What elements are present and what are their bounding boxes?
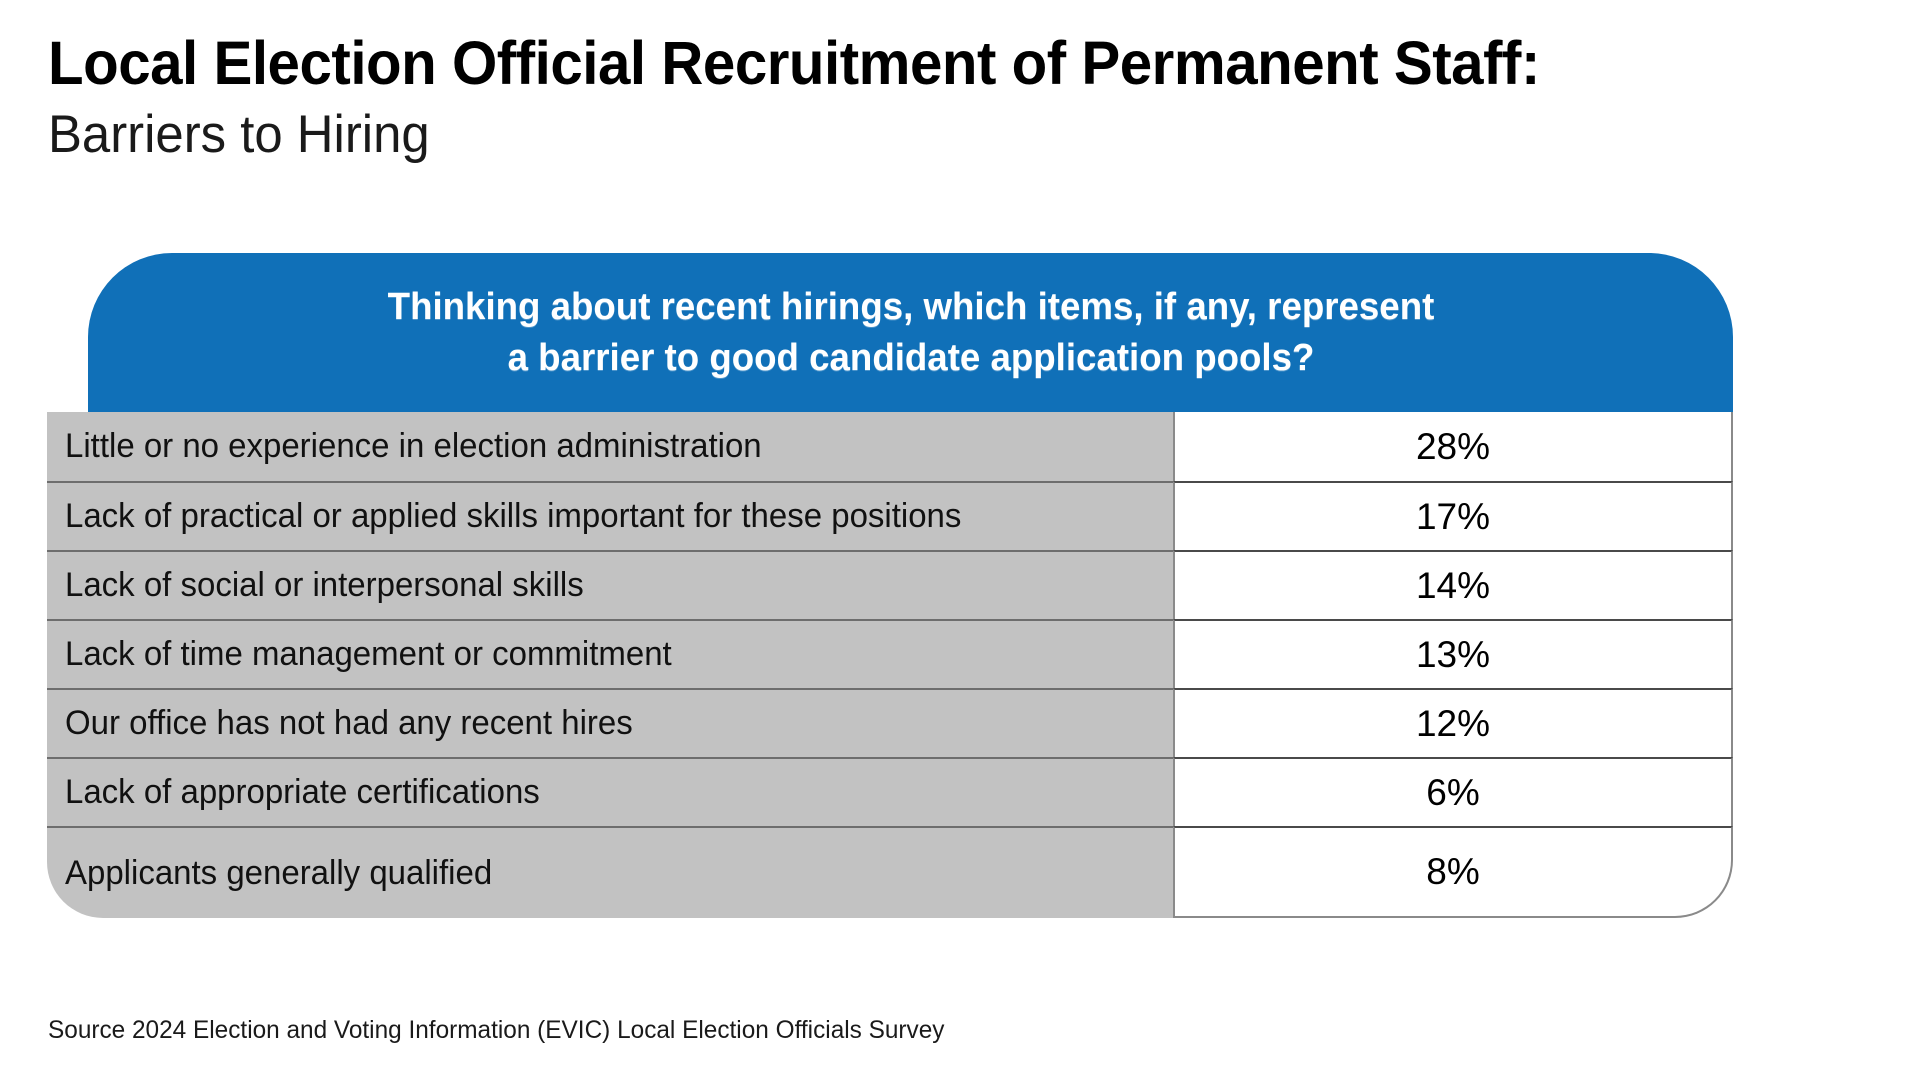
row-value-text: 14% bbox=[1415, 564, 1491, 606]
question-text: Thinking about recent hirings, which ite… bbox=[283, 282, 1538, 383]
row-value-text: 17% bbox=[1415, 495, 1491, 537]
row-label-cell: Applicants generally qualified bbox=[47, 826, 1173, 918]
row-label-cell: Our office has not had any recent hires bbox=[47, 688, 1173, 757]
page-subtitle: Barriers to Hiring bbox=[48, 104, 430, 164]
table-row: Lack of practical or applied skills impo… bbox=[47, 481, 1733, 550]
table-row: Lack of time management or commitment 13% bbox=[47, 619, 1733, 688]
row-value-cell: 8% bbox=[1173, 826, 1733, 918]
barriers-table: Thinking about recent hirings, which ite… bbox=[47, 253, 1733, 918]
question-banner: Thinking about recent hirings, which ite… bbox=[88, 253, 1733, 412]
table-row: Little or no experience in election admi… bbox=[47, 412, 1733, 481]
row-value-text: 13% bbox=[1415, 633, 1491, 675]
row-label-text: Applicants generally qualified bbox=[65, 853, 493, 892]
question-line-1: Thinking about recent hirings, which ite… bbox=[387, 285, 1434, 328]
row-label-text: Little or no experience in election admi… bbox=[65, 427, 762, 465]
row-label-text: Lack of social or interpersonal skills bbox=[65, 566, 584, 604]
row-label-cell: Lack of appropriate certifications bbox=[47, 757, 1173, 826]
title-block: Local Election Official Recruitment of P… bbox=[48, 32, 1848, 164]
row-label-text: Our office has not had any recent hires bbox=[65, 704, 633, 742]
table-row: Lack of appropriate certifications 6% bbox=[47, 757, 1733, 826]
source-note: Source 2024 Election and Voting Informat… bbox=[48, 1016, 945, 1044]
table-rows: Little or no experience in election admi… bbox=[47, 412, 1733, 918]
question-line-2: a barrier to good candidate application … bbox=[507, 336, 1314, 379]
table-row: Applicants generally qualified 8% bbox=[47, 826, 1733, 918]
row-label-cell: Little or no experience in election admi… bbox=[47, 412, 1173, 481]
row-label-cell: Lack of practical or applied skills impo… bbox=[47, 481, 1173, 550]
row-label-text: Lack of appropriate certifications bbox=[65, 773, 540, 811]
row-value-cell: 17% bbox=[1173, 481, 1733, 550]
row-value-text: 12% bbox=[1415, 702, 1491, 744]
table-row: Lack of social or interpersonal skills 14… bbox=[47, 550, 1733, 619]
row-value-cell: 13% bbox=[1173, 619, 1733, 688]
row-value-text: 6% bbox=[1426, 771, 1480, 813]
row-label-text: Lack of practical or applied skills impo… bbox=[65, 497, 962, 535]
table-row: Our office has not had any recent hires 1… bbox=[47, 688, 1733, 757]
row-value-text: 8% bbox=[1426, 851, 1480, 892]
row-label-cell: Lack of time management or commitment bbox=[47, 619, 1173, 688]
row-value-text: 28% bbox=[1415, 425, 1491, 467]
row-value-cell: 14% bbox=[1173, 550, 1733, 619]
row-value-cell: 28% bbox=[1173, 412, 1733, 481]
row-label-cell: Lack of social or interpersonal skills bbox=[47, 550, 1173, 619]
row-value-cell: 6% bbox=[1173, 757, 1733, 826]
row-label-text: Lack of time management or commitment bbox=[65, 635, 672, 673]
row-value-cell: 12% bbox=[1173, 688, 1733, 757]
page-title: Local Election Official Recruitment of P… bbox=[48, 29, 1540, 97]
